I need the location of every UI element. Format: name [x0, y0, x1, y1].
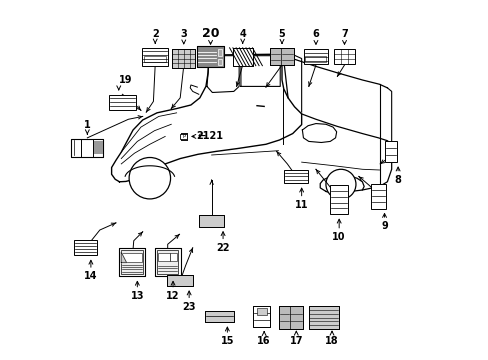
- Bar: [109, 95, 136, 110]
- Bar: [253, 306, 270, 327]
- Text: 22: 22: [216, 243, 229, 253]
- Bar: [232, 48, 252, 66]
- Text: 23: 23: [182, 302, 196, 312]
- Bar: [121, 250, 142, 274]
- Text: 18: 18: [325, 337, 338, 346]
- Bar: [155, 248, 180, 276]
- Bar: [71, 139, 103, 157]
- Bar: [308, 306, 338, 329]
- Bar: [217, 59, 222, 66]
- Bar: [167, 275, 193, 286]
- Bar: [169, 253, 177, 261]
- Text: 11: 11: [294, 200, 308, 210]
- Bar: [172, 49, 195, 68]
- Bar: [308, 306, 338, 329]
- Bar: [329, 185, 347, 214]
- Bar: [94, 141, 102, 154]
- Text: 13: 13: [130, 291, 144, 301]
- Polygon shape: [121, 252, 126, 263]
- Text: 10: 10: [332, 232, 345, 242]
- Bar: [119, 248, 144, 276]
- Text: 8: 8: [394, 175, 401, 185]
- Bar: [158, 253, 169, 261]
- Bar: [74, 240, 97, 255]
- Text: 17: 17: [289, 337, 303, 346]
- Bar: [144, 57, 165, 62]
- Bar: [333, 49, 354, 64]
- Bar: [157, 250, 178, 274]
- Bar: [122, 253, 142, 262]
- Bar: [270, 48, 293, 65]
- Text: ← 21: ← 21: [198, 131, 223, 141]
- Text: 7: 7: [341, 28, 347, 39]
- Bar: [180, 133, 186, 140]
- Text: 5: 5: [278, 28, 285, 39]
- Text: 4: 4: [239, 28, 245, 39]
- Bar: [199, 215, 224, 227]
- Bar: [305, 56, 325, 62]
- Bar: [278, 306, 303, 329]
- Bar: [199, 215, 224, 227]
- Text: 15: 15: [220, 337, 234, 346]
- Circle shape: [325, 169, 355, 199]
- Bar: [385, 141, 396, 162]
- Bar: [284, 170, 308, 183]
- Text: 6: 6: [312, 28, 319, 39]
- Bar: [172, 49, 195, 68]
- Bar: [253, 306, 270, 327]
- Text: 1: 1: [84, 120, 90, 130]
- Text: 9: 9: [380, 221, 387, 231]
- Bar: [370, 184, 385, 208]
- Bar: [197, 46, 224, 67]
- Text: P: P: [182, 134, 185, 139]
- Bar: [142, 48, 168, 66]
- Text: 3: 3: [180, 28, 187, 39]
- Bar: [278, 306, 303, 329]
- Circle shape: [129, 157, 170, 199]
- Bar: [256, 308, 266, 315]
- Bar: [197, 46, 224, 67]
- Text: 14: 14: [84, 271, 98, 282]
- Bar: [204, 311, 234, 322]
- Text: 12: 12: [166, 291, 180, 301]
- Bar: [180, 133, 186, 140]
- Bar: [155, 248, 180, 276]
- Bar: [71, 139, 103, 157]
- Bar: [270, 48, 293, 65]
- Text: 16: 16: [257, 337, 270, 346]
- Bar: [232, 48, 252, 66]
- Text: 21: 21: [196, 131, 210, 141]
- Bar: [167, 275, 193, 286]
- Bar: [304, 49, 327, 64]
- Text: 2: 2: [151, 28, 158, 39]
- Text: 19: 19: [119, 75, 132, 85]
- Bar: [180, 134, 186, 139]
- Bar: [217, 49, 222, 56]
- Bar: [119, 248, 144, 276]
- Text: 20: 20: [202, 27, 219, 40]
- Bar: [204, 311, 234, 322]
